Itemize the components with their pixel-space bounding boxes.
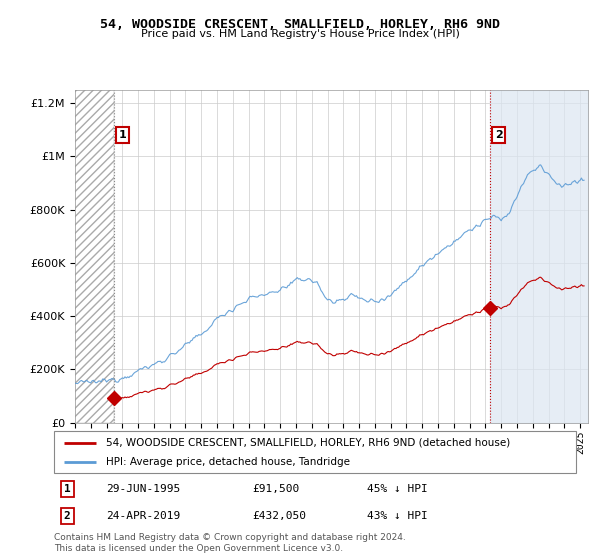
Text: HPI: Average price, detached house, Tandridge: HPI: Average price, detached house, Tand… (106, 457, 350, 467)
Text: 2: 2 (495, 130, 503, 140)
FancyBboxPatch shape (54, 431, 576, 473)
Text: 45% ↓ HPI: 45% ↓ HPI (367, 484, 428, 494)
Text: 54, WOODSIDE CRESCENT, SMALLFIELD, HORLEY, RH6 9ND: 54, WOODSIDE CRESCENT, SMALLFIELD, HORLE… (100, 18, 500, 31)
Text: 43% ↓ HPI: 43% ↓ HPI (367, 511, 428, 521)
Text: £91,500: £91,500 (253, 484, 299, 494)
Text: 1: 1 (64, 484, 70, 494)
Text: £432,050: £432,050 (253, 511, 307, 521)
Text: 24-APR-2019: 24-APR-2019 (106, 511, 181, 521)
Text: Contains HM Land Registry data © Crown copyright and database right 2024.
This d: Contains HM Land Registry data © Crown c… (54, 533, 406, 553)
Text: 29-JUN-1995: 29-JUN-1995 (106, 484, 181, 494)
Text: Price paid vs. HM Land Registry's House Price Index (HPI): Price paid vs. HM Land Registry's House … (140, 29, 460, 39)
Text: 54, WOODSIDE CRESCENT, SMALLFIELD, HORLEY, RH6 9ND (detached house): 54, WOODSIDE CRESCENT, SMALLFIELD, HORLE… (106, 437, 511, 447)
Text: 2: 2 (64, 511, 70, 521)
Text: 1: 1 (118, 130, 126, 140)
